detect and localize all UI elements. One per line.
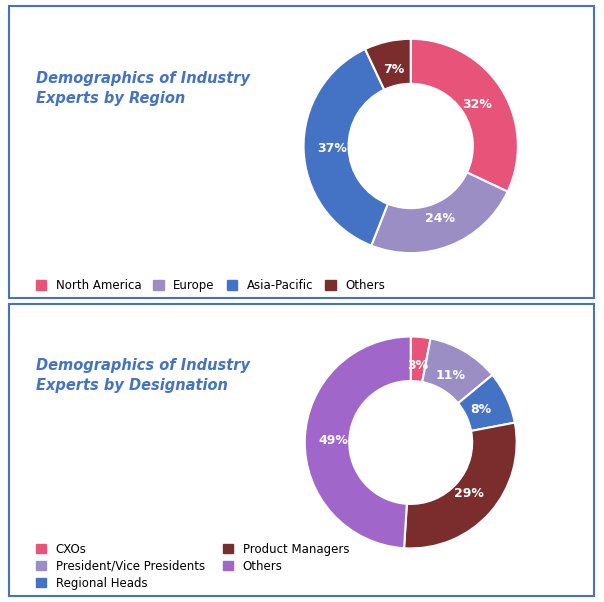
Text: 32%: 32%	[462, 98, 492, 111]
Wedge shape	[458, 375, 515, 431]
Text: 29%: 29%	[454, 487, 484, 500]
Wedge shape	[365, 39, 411, 90]
Text: 8%: 8%	[470, 403, 491, 416]
Legend: North America, Europe, Asia-Pacific, Others: North America, Europe, Asia-Pacific, Oth…	[36, 279, 385, 292]
Text: Demographics of Industry
Experts by Designation: Demographics of Industry Experts by Desi…	[36, 358, 251, 393]
Wedge shape	[305, 337, 411, 548]
Text: Demographics of Industry
Experts by Region: Demographics of Industry Experts by Regi…	[36, 71, 251, 106]
Wedge shape	[422, 338, 492, 403]
Wedge shape	[411, 337, 431, 382]
Text: 37%: 37%	[318, 142, 347, 155]
Wedge shape	[404, 423, 516, 548]
Wedge shape	[411, 39, 518, 191]
Text: 24%: 24%	[425, 213, 455, 225]
Text: 49%: 49%	[318, 433, 349, 447]
Legend: CXOs, President/Vice Presidents, Regional Heads, Product Managers, Others: CXOs, President/Vice Presidents, Regiona…	[36, 543, 349, 590]
Text: 3%: 3%	[408, 359, 429, 372]
Wedge shape	[371, 172, 508, 253]
Text: 11%: 11%	[435, 370, 465, 382]
Text: 7%: 7%	[383, 63, 404, 76]
Wedge shape	[304, 49, 388, 246]
